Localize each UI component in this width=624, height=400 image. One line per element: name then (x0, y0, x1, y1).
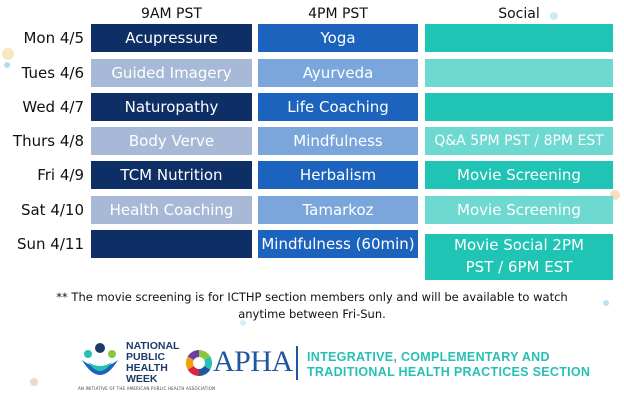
nphw-line: WEEK (126, 373, 158, 385)
nphw-tagline: AN INITIATIVE OF THE AMERICAN PUBLIC HEA… (78, 386, 216, 391)
session-social: Movie Social 2PM PST / 6PM EST (425, 234, 613, 280)
session-pm: Ayurveda (258, 59, 418, 87)
session-am: Body Verve (91, 127, 252, 155)
nphw-logo-icon (82, 343, 118, 375)
decor-dot (2, 48, 14, 60)
session-pm: Tamarkoz (258, 196, 418, 224)
nphw-name: NATIONAL PUBLIC HEALTH WEEK (126, 341, 179, 385)
session-social: Q&A 5PM PST / 8PM EST (425, 127, 613, 155)
footnote: ** The movie screening is for ICTHP sect… (56, 290, 568, 321)
session-am: Guided Imagery (91, 59, 252, 87)
day-label: Sat 4/10 (20, 201, 84, 219)
session-social: Movie Screening (425, 196, 613, 224)
decor-dot (603, 300, 609, 306)
decor-dot (240, 320, 246, 326)
session-social (425, 93, 613, 121)
session-am (91, 230, 252, 258)
nphw-line: PUBLIC (126, 351, 166, 363)
session-social (425, 59, 613, 87)
session-am: Health Coaching (91, 196, 252, 224)
day-label: Sun 4/11 (17, 235, 84, 253)
day-label: Fri 4/9 (37, 166, 84, 184)
decor-dot (4, 62, 10, 68)
day-label: Thurs 4/8 (12, 132, 84, 150)
decor-dot (610, 190, 620, 200)
session-social: Movie Screening (425, 161, 613, 189)
logo-divider (296, 346, 298, 380)
section-name: INTEGRATIVE, COMPLEMENTARY AND TRADITION… (307, 350, 590, 380)
apha-logo-icon (186, 350, 212, 376)
session-pm: Mindfulness (60min) (258, 230, 418, 258)
nphw-line: NATIONAL (126, 340, 180, 352)
day-label: Tues 4/6 (21, 64, 84, 82)
session-pm: Yoga (258, 24, 418, 52)
apha-name: APHA (213, 345, 293, 378)
session-am: Naturopathy (91, 93, 252, 121)
header-4pm: 4PM PST (308, 6, 368, 22)
session-am: TCM Nutrition (91, 161, 252, 189)
header-social: Social (498, 6, 540, 22)
decor-dot (30, 378, 38, 386)
day-label: Wed 4/7 (22, 98, 84, 116)
decor-dot (550, 12, 558, 20)
section-line: TRADITIONAL HEALTH PRACTICES SECTION (307, 365, 591, 379)
day-label: Mon 4/5 (23, 29, 84, 47)
nphw-line: HEALTH (126, 362, 168, 374)
session-pm: Mindfulness (258, 127, 418, 155)
section-line: INTEGRATIVE, COMPLEMENTARY AND (307, 350, 550, 364)
session-pm: Life Coaching (258, 93, 418, 121)
header-9am: 9AM PST (141, 6, 202, 22)
session-social (425, 24, 613, 52)
session-pm: Herbalism (258, 161, 418, 189)
session-am: Acupressure (91, 24, 252, 52)
